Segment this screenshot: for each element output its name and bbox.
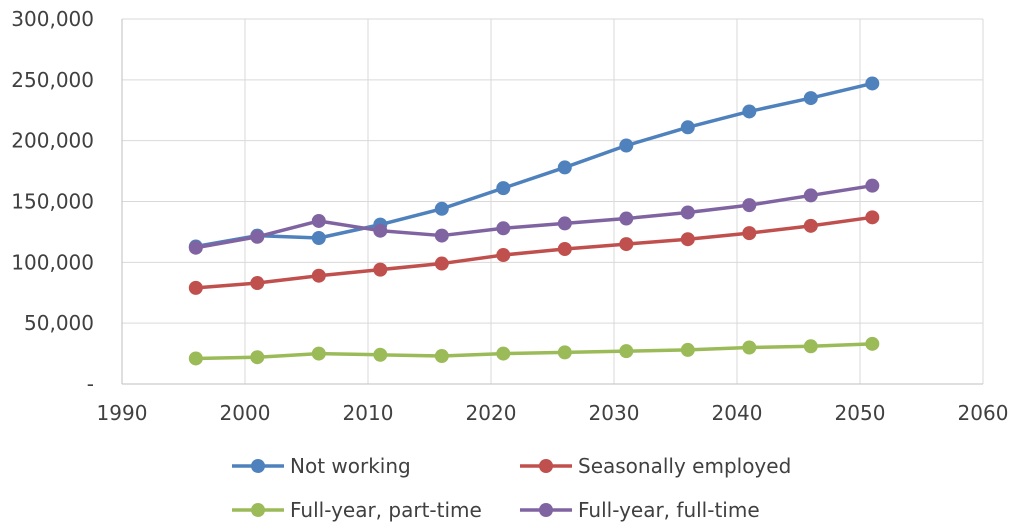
data-point	[619, 138, 634, 153]
data-point	[188, 240, 203, 255]
data-point	[496, 181, 511, 196]
series-line	[195, 342, 873, 361]
series-group	[188, 76, 880, 366]
data-point	[742, 226, 757, 241]
data-point	[803, 339, 818, 354]
legend: Not working Seasonally employed Full-year,…	[232, 454, 791, 522]
data-point	[865, 336, 880, 351]
series-line	[195, 183, 873, 250]
legend-marker	[251, 459, 265, 473]
data-point	[250, 276, 265, 291]
data-point	[680, 205, 695, 220]
data-point	[803, 188, 818, 203]
data-point	[188, 280, 203, 295]
data-point	[311, 346, 326, 361]
data-point	[619, 211, 634, 226]
series-seasonally-employed	[188, 210, 880, 295]
x-tick-label: 1990	[97, 401, 148, 425]
legend-item: Seasonally employed	[520, 454, 791, 478]
y-tick-label: 150,000	[11, 190, 94, 214]
y-tick-label: -	[87, 372, 94, 396]
legend-label: Seasonally employed	[578, 454, 791, 478]
grid	[122, 18, 984, 384]
data-point	[311, 268, 326, 283]
axes: - 50,000 100,000 150,000 200,000 250,000 300,0…	[11, 7, 1008, 425]
legend-label: Not working	[290, 454, 411, 478]
y-tick-label: 250,000	[11, 68, 94, 92]
data-point	[311, 213, 326, 228]
data-point	[865, 178, 880, 193]
data-point	[619, 344, 634, 359]
y-tick-label: 50,000	[24, 311, 94, 335]
data-point	[557, 160, 572, 175]
data-point	[865, 76, 880, 91]
data-point	[434, 228, 449, 243]
legend-label: Full-year, full-time	[578, 498, 760, 522]
data-point	[619, 237, 634, 252]
data-point	[373, 223, 388, 238]
data-point	[496, 248, 511, 263]
x-tick-label: 2040	[712, 401, 763, 425]
series-full-year-part-time	[188, 336, 880, 366]
data-point	[680, 120, 695, 135]
legend-item: Full-year, full-time	[520, 498, 760, 522]
legend-marker	[539, 459, 553, 473]
data-point	[434, 256, 449, 271]
series-full-year-full-time	[188, 178, 880, 255]
data-point	[865, 210, 880, 225]
data-point	[250, 229, 265, 244]
legend-marker	[539, 503, 553, 517]
y-tick-label: 300,000	[11, 7, 94, 31]
legend-item: Full-year, part-time	[232, 498, 482, 522]
data-point	[742, 340, 757, 355]
data-point	[557, 345, 572, 360]
data-point	[803, 91, 818, 106]
x-tick-label: 2030	[589, 401, 640, 425]
data-point	[557, 241, 572, 256]
data-point	[250, 350, 265, 365]
x-tick-label: 2000	[220, 401, 271, 425]
data-point	[557, 216, 572, 231]
x-tick-label: 2010	[343, 401, 394, 425]
data-point	[742, 104, 757, 119]
legend-item: Not working	[232, 454, 411, 478]
legend-label: Full-year, part-time	[290, 498, 482, 522]
y-tick-label: 100,000	[11, 250, 94, 274]
data-point	[434, 349, 449, 364]
data-point	[496, 221, 511, 236]
data-point	[496, 346, 511, 361]
series-line	[195, 81, 873, 249]
data-point	[680, 232, 695, 247]
legend-marker	[251, 503, 265, 517]
x-tick-label: 2060	[958, 401, 1009, 425]
x-tick-label: 2050	[835, 401, 886, 425]
data-point	[434, 201, 449, 216]
data-point	[373, 262, 388, 277]
y-tick-label: 200,000	[11, 129, 94, 153]
data-point	[742, 198, 757, 213]
x-tick-label: 2020	[466, 401, 517, 425]
data-point	[373, 347, 388, 362]
data-point	[188, 351, 203, 366]
data-point	[311, 231, 326, 245]
data-point	[680, 342, 695, 357]
data-point	[803, 218, 818, 233]
series-line	[195, 215, 873, 290]
